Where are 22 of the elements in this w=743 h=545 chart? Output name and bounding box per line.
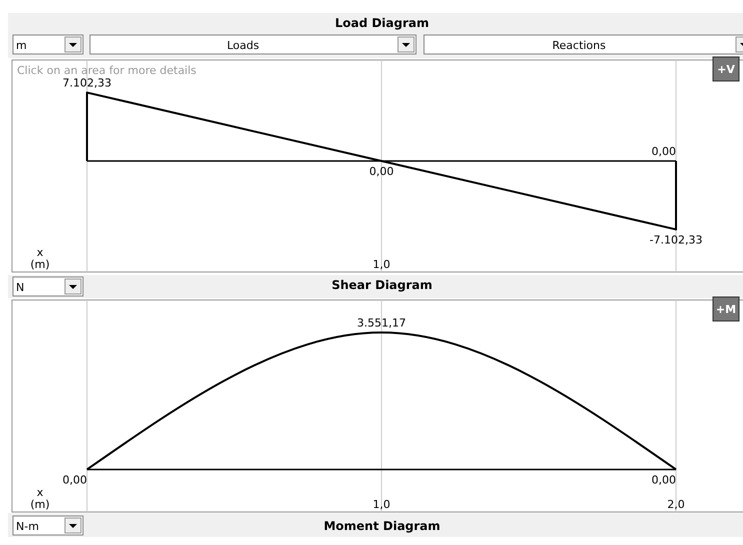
x-axis-title: x (m) (30, 486, 50, 511)
text: 1,0 (372, 258, 390, 271)
text: Click on an area for more details (17, 64, 197, 77)
text: Moment Diagram (324, 519, 440, 533)
chart-title: Load Diagram (334, 16, 430, 30)
text: +M (716, 303, 736, 316)
data-label: 0,00 (369, 165, 394, 178)
data-label: 7.102,33 (62, 76, 112, 90)
data-label: 0,00 (652, 473, 676, 486)
data-label: -7.102,33 (650, 233, 702, 246)
x-axis-title: x (m) (30, 246, 50, 271)
text: m (16, 39, 27, 52)
text: Loads (226, 39, 260, 52)
text: N (16, 281, 24, 294)
text: Reactions (552, 39, 606, 52)
data-label: 0,00 (652, 145, 676, 158)
data-label: 3.551,17 (357, 316, 406, 330)
x-tick-label: 2,0 (667, 498, 685, 511)
data-label: 0,00 (62, 473, 87, 486)
chart-title: Shear Diagram (332, 278, 432, 292)
text: +V (717, 63, 736, 76)
text: N-m (16, 520, 39, 533)
